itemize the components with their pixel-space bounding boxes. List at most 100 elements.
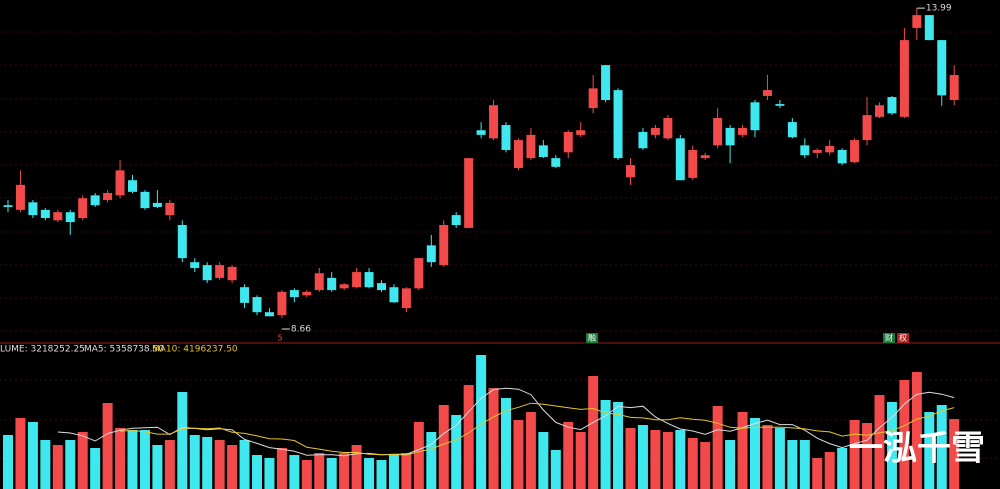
volume-bar xyxy=(563,422,574,489)
candle-body xyxy=(53,212,63,221)
candle-body xyxy=(439,224,449,266)
volume-bar xyxy=(115,428,126,489)
volume-bar xyxy=(314,453,325,489)
volume-bar xyxy=(252,455,262,489)
volume-bar xyxy=(949,419,960,489)
watermark: 一泓千雪 xyxy=(849,429,985,469)
candle-body xyxy=(837,149,847,164)
candle-body xyxy=(240,287,250,303)
candle-body xyxy=(613,90,623,159)
volume-bar xyxy=(625,428,636,489)
candle-body xyxy=(401,288,411,309)
volume-bar xyxy=(849,420,860,489)
candle-body xyxy=(700,155,710,159)
marker-box xyxy=(883,333,895,343)
volume-bar xyxy=(787,440,798,489)
candle-body xyxy=(650,127,660,135)
volume-bar xyxy=(662,432,673,489)
candle-body xyxy=(451,215,461,225)
candle-body xyxy=(3,205,13,207)
volume-bar xyxy=(637,425,648,489)
candle-body xyxy=(264,312,274,317)
volume-bar xyxy=(276,448,287,489)
volume-bar xyxy=(289,455,300,489)
candle-body xyxy=(576,130,586,135)
candle-body xyxy=(663,118,673,139)
volume-bar xyxy=(700,442,711,489)
marker: 融 xyxy=(588,333,596,343)
candle-body xyxy=(352,272,362,288)
candle-body xyxy=(165,202,175,216)
volume-bar xyxy=(712,406,723,489)
volume-bar xyxy=(164,440,175,489)
volume-bar xyxy=(476,355,487,489)
volume-bar xyxy=(202,437,213,489)
candle-body xyxy=(28,202,38,216)
volume-bar xyxy=(388,455,399,489)
candle-body xyxy=(140,191,150,209)
candle-body xyxy=(152,202,162,207)
volume-legend: LUME: 3218252.25 xyxy=(0,345,85,355)
volume-bar xyxy=(737,412,748,489)
candle-body xyxy=(314,273,324,291)
candle-body xyxy=(65,212,75,223)
volume-bar xyxy=(364,458,375,489)
candle-body xyxy=(825,145,835,153)
volume-bar xyxy=(264,458,275,489)
candle-body xyxy=(899,40,909,117)
candle-body xyxy=(563,131,573,153)
volume-bar xyxy=(189,435,200,489)
volume-bar xyxy=(90,448,101,489)
candle-body xyxy=(912,15,922,28)
candle-body xyxy=(103,193,113,200)
candle-body xyxy=(675,138,685,181)
volume-bar xyxy=(650,430,661,489)
candle-body xyxy=(800,145,810,156)
volume-bar xyxy=(15,418,26,489)
candle-body xyxy=(15,184,25,210)
candle-body xyxy=(787,122,797,138)
candle-body xyxy=(850,140,860,163)
candle-body xyxy=(426,245,436,263)
candle-body xyxy=(937,40,947,96)
volume-legend: MA10: 4196237.50 xyxy=(152,345,238,355)
volume-bar xyxy=(463,385,474,489)
candle-body xyxy=(551,158,561,167)
candle-body xyxy=(775,104,785,106)
volume-bar xyxy=(588,376,599,489)
candle-body xyxy=(302,291,312,296)
candle-body xyxy=(588,88,598,109)
volume-bar xyxy=(102,403,113,489)
candle-body xyxy=(875,105,884,117)
candle-body xyxy=(738,127,748,135)
marker: 权 xyxy=(899,333,907,343)
candle-body xyxy=(489,105,499,139)
volume-ma-line xyxy=(120,402,955,456)
volume-bar xyxy=(874,395,885,489)
candle-body xyxy=(626,165,635,178)
candle-body xyxy=(339,284,349,289)
grid xyxy=(0,31,1000,459)
marker-box xyxy=(586,333,598,343)
high-label: 13.99 xyxy=(926,4,952,14)
candle-body xyxy=(227,266,237,281)
candle-body xyxy=(215,265,225,278)
candle-body xyxy=(862,115,872,141)
volume-bar xyxy=(886,402,897,489)
marker-box xyxy=(897,333,909,343)
volume-bar xyxy=(488,388,499,489)
candle-body xyxy=(464,158,474,228)
candle-body xyxy=(177,224,187,259)
volume-bar xyxy=(376,460,387,489)
volume-bar xyxy=(52,445,63,489)
volume-bar xyxy=(911,372,922,489)
volume-bar xyxy=(77,432,88,489)
volume-bar xyxy=(924,412,935,489)
candle-body xyxy=(887,97,897,114)
volume-bar xyxy=(227,445,238,489)
candle-body xyxy=(476,130,486,135)
volume-bar xyxy=(538,432,549,489)
low-label: 8.66 xyxy=(291,325,311,335)
volume-bar xyxy=(899,380,910,489)
